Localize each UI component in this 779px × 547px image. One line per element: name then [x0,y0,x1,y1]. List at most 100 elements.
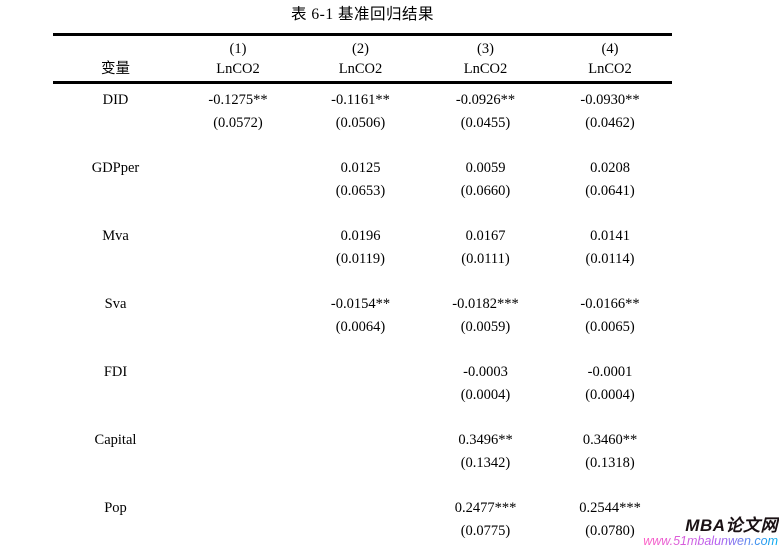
coef-cell [178,225,298,248]
coef-cell: -0.0930** [580,91,640,108]
table-row-se: (0.1342) (0.1318) [53,452,672,475]
se-cell: (0.0653) [335,182,386,199]
coef-cell [178,429,298,452]
se-cell [178,316,298,339]
se-cell [178,520,298,543]
se-cell: (0.1342) [460,454,511,471]
table-row-gap [53,339,672,361]
header-model-1-number: (1) [229,41,247,57]
table-row-coef: Capital 0.3496** 0.3460** [53,429,672,452]
table-row-coef: Sva -0.0154** -0.0182*** -0.0166** [53,293,672,316]
table-row-gap [53,135,672,157]
se-cell: (0.0462) [585,114,635,131]
variable-label: FDI [103,363,128,380]
variable-label-spacer [53,180,178,203]
header-model-4-number: (4) [601,41,619,57]
table-row-se: (0.0572) (0.0506) (0.0455) (0.0462) [53,112,672,135]
gap-cell [53,339,672,361]
coef-cell: 0.3496** [458,431,513,448]
table-row-gap [53,203,672,225]
se-cell: (0.0660) [460,182,511,199]
coef-cell: 0.2544*** [579,499,641,516]
coef-cell [178,293,298,316]
regression-table: 变量 (1) LnCO2 (2) LnCO2 (3) LnCO2 (4) LnC… [53,33,672,543]
coef-cell: 0.0208 [590,159,630,176]
gap-cell [53,407,672,429]
se-cell: (0.0455) [460,114,511,131]
table-row-coef: Mva 0.0196 0.0167 0.0141 [53,225,672,248]
se-cell: (0.0641) [585,182,635,199]
watermark-site-url: www.51mbalunwen.com [643,533,778,547]
coef-cell [298,429,423,452]
header-variable-cell: 变量 [53,34,178,84]
header-model-1-depvar: LnCO2 [216,61,260,77]
variable-label: Capital [94,431,137,448]
se-cell: (0.0111) [461,250,510,267]
coef-cell [178,157,298,180]
se-cell: (0.0780) [585,522,635,539]
table-row-coef: DID -0.1275** -0.1161** -0.0926** -0.0930** [53,89,672,112]
se-cell [178,452,298,475]
coef-cell: 0.0125 [340,159,381,176]
header-spacer [53,36,178,59]
se-cell: (0.0065) [585,318,635,335]
se-cell: (0.0119) [336,250,385,267]
table-row-gap [53,271,672,293]
header-model-3-cell: (3) LnCO2 [423,34,548,84]
header-model-4-depvar: LnCO2 [588,61,632,77]
variable-label: GDPper [91,159,140,176]
table-row-se: (0.0653) (0.0660) (0.0641) [53,180,672,203]
se-cell [178,180,298,203]
coef-cell: -0.0926** [455,91,516,108]
table-row-se: (0.0119) (0.0111) (0.0114) [53,248,672,271]
coef-cell: 0.0196 [340,227,381,244]
variable-label-spacer [53,520,178,543]
header-model-2-number: (2) [352,41,369,57]
se-cell: (0.0506) [335,114,386,131]
variable-label: Mva [102,227,129,244]
gap-cell [53,271,672,293]
se-cell: (0.0064) [335,318,386,335]
header-model-3-depvar: LnCO2 [463,61,508,77]
se-cell: (0.0114) [585,250,635,267]
se-cell: (0.0004) [460,386,511,403]
se-cell [178,384,298,407]
header-model-1-cell: (1) LnCO2 [178,34,298,84]
se-cell [298,520,423,543]
se-cell: (0.0059) [460,318,511,335]
variable-label-spacer [53,452,178,475]
variable-label-spacer [53,112,178,135]
watermark-site-name: MBA论文网 [685,516,778,536]
coef-cell [178,497,298,520]
watermark: MBA论文网 www.51mbalunwen.com [643,517,778,547]
variable-label: Pop [104,499,127,516]
gap-cell [53,475,672,497]
coef-cell: 0.0167 [465,227,506,244]
coef-cell: -0.1161** [331,91,390,108]
se-cell: (0.0572) [213,114,263,131]
coef-cell: -0.0154** [330,295,391,312]
table-row-se: (0.0064) (0.0059) (0.0065) [53,316,672,339]
table-row-coef: Pop 0.2477*** 0.2544*** [53,497,672,520]
se-cell [178,248,298,271]
table-row-coef: FDI -0.0003 -0.0001 [53,361,672,384]
se-cell: (0.0004) [585,386,635,403]
se-cell: (0.0775) [460,522,511,539]
coef-cell: -0.0182*** [452,295,519,312]
se-cell [298,452,423,475]
variable-label-spacer [53,384,178,407]
coef-cell: -0.0166** [580,295,640,312]
variable-label: Sva [104,295,127,312]
coef-cell [178,361,298,384]
header-variable-label: 变量 [101,61,130,77]
variable-label-spacer [53,316,178,339]
header-model-4-cell: (4) LnCO2 [548,34,672,84]
coef-cell [298,497,423,520]
coef-cell: 0.2477*** [454,499,517,516]
table-row-gap [53,475,672,497]
se-cell [298,384,423,407]
table-header-row: 变量 (1) LnCO2 (2) LnCO2 (3) LnCO2 (4) LnC… [53,34,672,84]
header-model-2-cell: (2) LnCO2 [298,34,423,84]
table-title: 表 6-1 基准回归结果 [291,6,434,23]
table-row-se: (0.0004) (0.0004) [53,384,672,407]
